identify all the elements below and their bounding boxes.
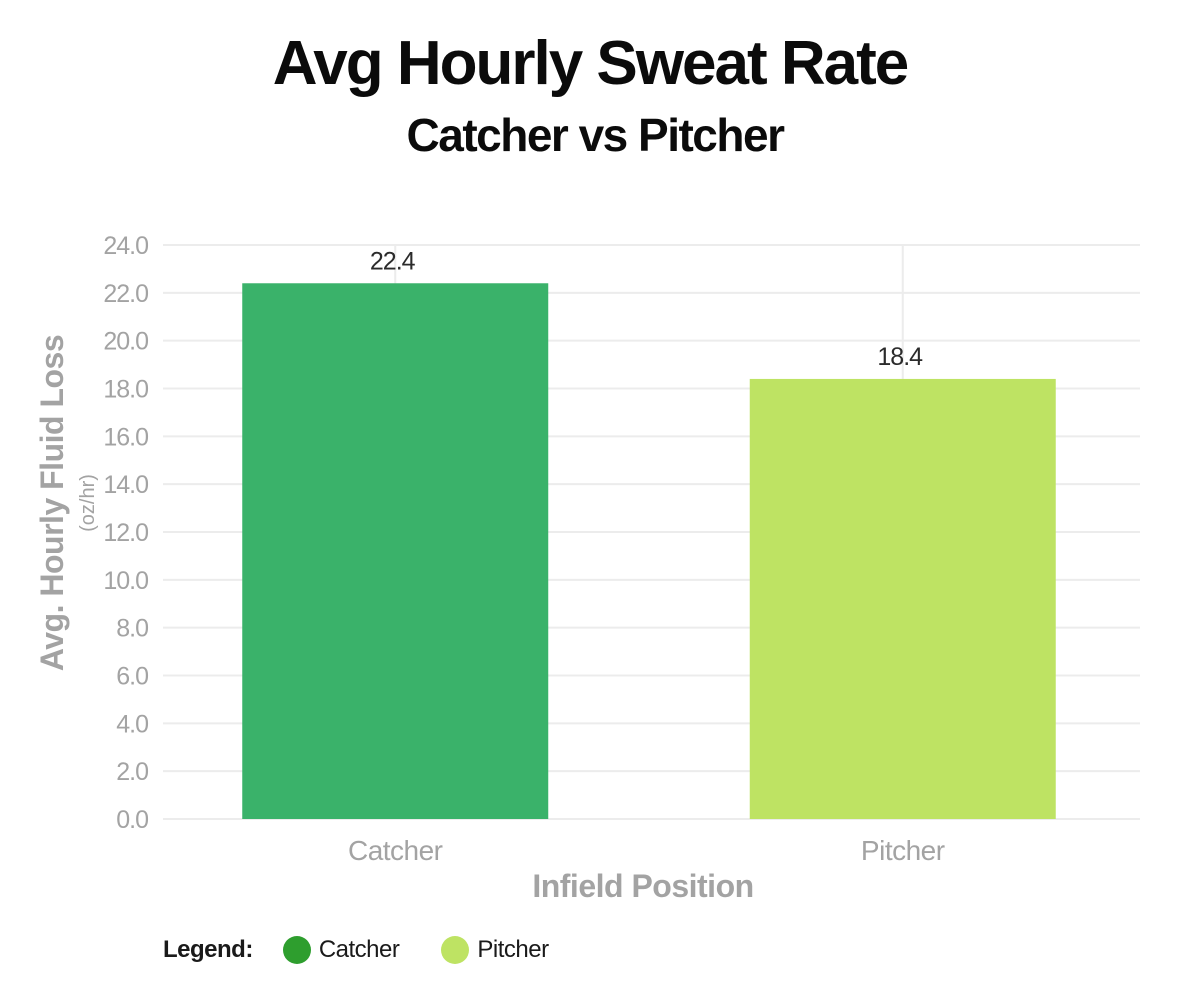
bar-pitcher (749, 378, 1056, 819)
data-label-catcher: 22.4 (370, 247, 416, 275)
y-axis-unit: (oz/hr) (77, 474, 99, 532)
y-tick-label: 0.0 (116, 806, 148, 834)
x-axis-categories: Catcher Pitcher (348, 835, 945, 866)
y-tick-label: 6.0 (116, 663, 148, 691)
y-tick-label: 2.0 (116, 758, 148, 786)
chart-title: Avg Hourly Sweat Rate (272, 29, 909, 98)
y-tick-label: 18.0 (103, 376, 148, 404)
legend-label-pitcher: Pitcher (477, 936, 549, 963)
legend-label-catcher: Catcher (318, 936, 400, 963)
legend-item-pitcher: Pitcher (441, 936, 549, 964)
chart-subtitle: Catcher vs Pitcher (406, 109, 785, 161)
data-label-pitcher: 18.4 (877, 343, 923, 371)
y-tick-label: 16.0 (103, 423, 148, 451)
legend: Legend: Catcher Pitcher (163, 930, 591, 970)
x-tick-label-pitcher: Pitcher (861, 835, 945, 866)
y-axis-ticks: 0.0 2.0 4.0 6.0 8.0 10.0 12.0 14.0 16.0 18.0 20.0 2… (103, 232, 149, 834)
bar-catcher (242, 283, 549, 819)
y-tick-label: 12.0 (103, 519, 148, 547)
data-labels: 22.4 18.4 (370, 247, 924, 371)
y-tick-label: 8.0 (116, 615, 148, 643)
x-axis-title: Infield Position (532, 868, 753, 904)
y-axis-title: Avg. Hourly Fluid Loss (34, 335, 70, 671)
x-tick-label-catcher: Catcher (348, 835, 443, 866)
legend-title: Legend: (163, 936, 253, 963)
y-tick-label: 24.0 (103, 232, 148, 260)
y-tick-label: 14.0 (103, 471, 148, 499)
bar-chart: 0.0 2.0 4.0 6.0 8.0 10.0 12.0 14.0 16.0 18.0 20.0 2… (34, 232, 1140, 904)
y-tick-label: 20.0 (103, 328, 148, 356)
y-tick-label: 10.0 (103, 567, 148, 595)
y-tick-label: 22.0 (103, 280, 148, 308)
legend-item-catcher: Catcher (282, 936, 400, 964)
legend-swatch-pitcher (441, 936, 470, 964)
bars (242, 283, 1056, 819)
legend-swatch-catcher (282, 936, 311, 964)
y-tick-label: 4.0 (116, 710, 148, 738)
